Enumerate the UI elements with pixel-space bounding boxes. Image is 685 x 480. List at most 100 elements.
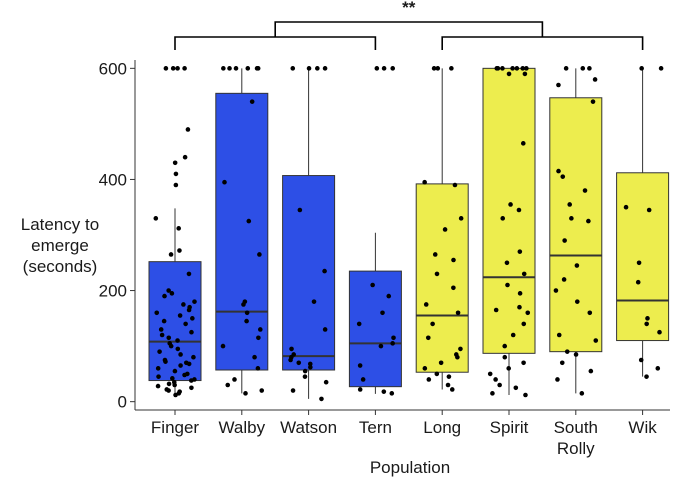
point-tern: [390, 66, 396, 71]
point-long: [422, 366, 428, 371]
point-finger: [175, 66, 180, 71]
box-long: [415, 183, 469, 373]
point-wik: [644, 321, 649, 327]
y-axis-title: emerge: [31, 236, 89, 255]
point-watson: [311, 299, 317, 304]
significance-brackets: **: [174, 0, 644, 50]
jitter-points: [153, 66, 664, 402]
point-finger: [182, 66, 187, 71]
point-south-rolly: [563, 66, 569, 71]
point-finger: [172, 382, 177, 388]
point-south-rolly: [556, 332, 562, 338]
point-walby: [256, 335, 261, 341]
point-finger: [189, 385, 194, 391]
point-watson: [289, 346, 294, 352]
point-finger: [153, 216, 159, 221]
point-finger: [162, 293, 167, 299]
point-long: [445, 382, 451, 388]
point-long: [458, 346, 463, 352]
point-long: [458, 216, 464, 221]
point-walby: [244, 310, 250, 316]
box-walby: [215, 92, 269, 371]
point-watson: [322, 66, 328, 71]
point-watson: [322, 268, 327, 274]
point-long: [430, 321, 435, 327]
point-spirit: [521, 360, 526, 366]
point-south-rolly: [586, 218, 591, 224]
point-south-rolly: [574, 299, 580, 304]
point-walby: [221, 66, 226, 71]
box-series: [148, 67, 670, 399]
point-south-rolly: [567, 202, 572, 207]
point-watson: [323, 379, 329, 385]
point-spirit: [521, 321, 527, 327]
point-spirit: [517, 291, 523, 296]
point-finger: [177, 248, 182, 253]
point-watson: [302, 374, 308, 379]
point-finger: [163, 359, 168, 364]
point-finger: [158, 327, 164, 332]
box-south-rolly: [549, 97, 603, 353]
point-walby: [220, 343, 226, 349]
point-walby: [243, 391, 248, 396]
point-south-rolly: [564, 349, 570, 354]
box-tern: [348, 270, 402, 388]
point-watson: [307, 361, 313, 367]
point-finger: [173, 182, 179, 188]
x-tick-label: South: [554, 418, 598, 437]
point-spirit: [497, 382, 502, 388]
point-watson: [302, 368, 308, 374]
point-spirit: [502, 343, 508, 349]
point-finger: [182, 154, 188, 160]
point-spirit: [493, 307, 499, 313]
point-south-rolly: [556, 82, 561, 88]
point-spirit: [505, 282, 510, 288]
point-finger: [189, 329, 194, 335]
point-walby: [249, 99, 255, 104]
point-walby: [241, 302, 246, 307]
bracket-comparison: [274, 21, 544, 37]
point-long: [446, 374, 452, 379]
point-finger: [185, 127, 191, 132]
point-tern: [381, 389, 387, 394]
point-finger: [159, 332, 165, 338]
y-axis-title: Latency to: [21, 215, 99, 234]
point-finger: [175, 338, 180, 343]
point-tern: [370, 282, 375, 288]
x-tick-label: Tern: [359, 418, 392, 437]
point-finger: [156, 374, 161, 379]
bracket-blue-group: [174, 36, 377, 50]
point-spirit: [517, 304, 522, 310]
significance-label: **: [402, 0, 416, 17]
point-spirit: [502, 354, 508, 360]
point-spirit: [517, 249, 523, 254]
point-south-rolly: [561, 277, 567, 282]
point-spirit: [506, 366, 511, 371]
point-long: [431, 66, 437, 71]
point-long: [449, 66, 454, 71]
point-walby: [232, 377, 237, 382]
point-spirit: [521, 271, 527, 277]
point-south-rolly: [559, 360, 565, 366]
point-finger: [172, 160, 178, 166]
x-tick-label: Long: [423, 418, 461, 437]
point-finger: [161, 318, 167, 324]
point-long: [434, 371, 440, 377]
point-watson: [290, 66, 296, 71]
point-south-rolly: [569, 216, 574, 221]
x-tick-label: Walby: [218, 418, 265, 437]
point-spirit: [504, 260, 510, 266]
point-wik: [623, 204, 629, 210]
point-wik: [658, 66, 664, 71]
x-tick-label: Rolly: [557, 439, 595, 458]
point-spirit: [510, 66, 515, 71]
point-south-rolly: [587, 310, 593, 316]
point-finger: [191, 354, 196, 360]
point-walby: [227, 66, 232, 71]
point-walby: [259, 388, 265, 393]
point-spirit: [520, 66, 526, 71]
point-spirit: [514, 66, 520, 71]
point-finger: [189, 378, 194, 383]
point-finger: [183, 321, 188, 327]
